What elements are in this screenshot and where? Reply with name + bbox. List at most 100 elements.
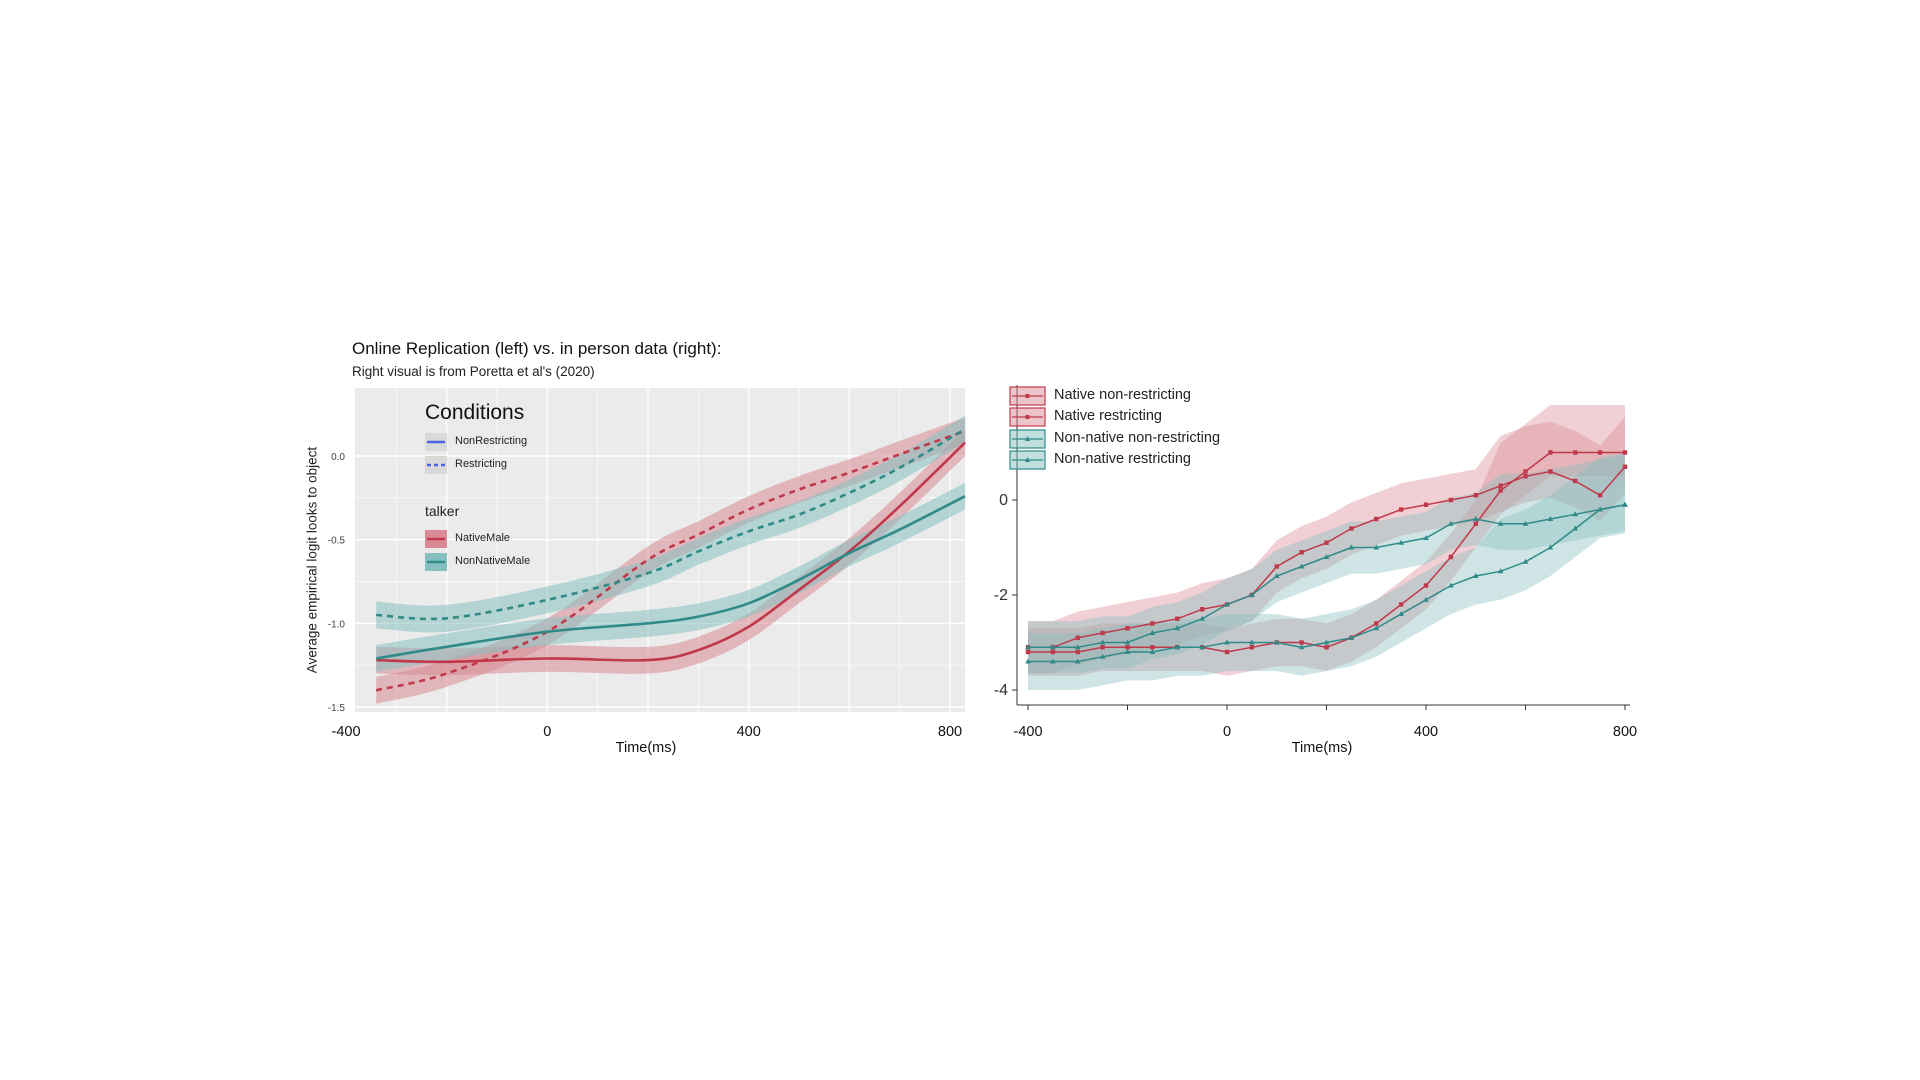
legend2-key-marker-2 [1025, 436, 1030, 441]
right-point [1149, 630, 1156, 635]
right-point [1472, 573, 1479, 578]
right-point [1224, 601, 1230, 607]
right-point [1522, 520, 1529, 526]
legend2-native-nonrestricting-label: Native non-restricting [1054, 387, 1191, 403]
right-point [1298, 644, 1305, 650]
left-band-2 [376, 482, 966, 672]
right-point [1299, 550, 1304, 555]
right-point [1498, 483, 1503, 488]
right-point [1323, 554, 1330, 559]
left-x-axis-label: Time(ms) [615, 740, 677, 756]
left-y-axis-label: Average empirical logit looks to object [304, 446, 320, 674]
right-point [1124, 639, 1131, 645]
left-y-tick-label: -1.5 [328, 703, 346, 714]
legend2-nonnative-restricting-label: Non-native restricting [1054, 451, 1191, 467]
right-point [1324, 645, 1329, 650]
right-point [1497, 568, 1504, 574]
right-point [1025, 658, 1031, 664]
right-point [1249, 639, 1255, 645]
legend-restricting-label: Restricting [455, 458, 507, 470]
left-band-3 [376, 415, 966, 633]
right-point [1573, 450, 1578, 455]
right-point [1224, 639, 1230, 645]
right-point [1298, 563, 1305, 569]
right-point [1423, 583, 1429, 588]
right-point [1199, 607, 1205, 612]
right-point [1548, 450, 1553, 455]
left-chart-ticks: 0.0 -0.5 -1.0 -1.5 -400 0 400 800 [328, 452, 962, 740]
left-series-line-2 [375, 495, 966, 660]
right-point [1597, 450, 1603, 455]
right-band-3 [1028, 452, 1625, 690]
right-point [1150, 645, 1155, 650]
right-point [1448, 520, 1454, 526]
right-point [1597, 506, 1603, 512]
right-point [1249, 592, 1255, 597]
left-chart-lines [375, 428, 967, 692]
legend2-key-marker-1 [1025, 415, 1030, 419]
right-point [1324, 540, 1329, 545]
right-x-tick-label: 400 [1414, 724, 1438, 740]
right-point [1448, 582, 1454, 588]
right-y-tick-label: -2 [994, 587, 1008, 604]
right-point [1174, 625, 1181, 631]
right-point [1448, 497, 1454, 503]
right-x-tick-label: -400 [1013, 724, 1042, 740]
right-point [1522, 558, 1529, 564]
right-x-tick-label: 800 [1613, 724, 1637, 740]
page-subtitle: Right visual is from Poretta et al's (20… [352, 364, 595, 379]
left-series-line-1 [375, 429, 966, 692]
right-chart-lines [1025, 450, 1628, 664]
right-point [1074, 658, 1081, 664]
right-point [1025, 644, 1031, 650]
right-point [1075, 649, 1080, 655]
legend-conditions-title: Conditions [425, 401, 525, 424]
right-point [1374, 621, 1379, 626]
right-point [1547, 516, 1554, 521]
right-point [1050, 658, 1056, 664]
right-point [1622, 464, 1628, 469]
page-title: Online Replication (left) vs. in person … [352, 339, 722, 358]
right-point [1050, 649, 1056, 655]
right-point [1025, 649, 1031, 655]
right-point [1299, 640, 1304, 645]
legend2-key-marker-3 [1025, 457, 1030, 462]
right-point [1125, 626, 1130, 631]
left-y-tick-label: -0.5 [328, 536, 346, 547]
right-y-tick-label: -4 [994, 682, 1008, 699]
right-point [1523, 474, 1528, 479]
legend-nativemale-label: NativeMale [455, 532, 511, 544]
right-point [1622, 450, 1628, 455]
right-point [1473, 493, 1478, 498]
right-point [1074, 644, 1081, 650]
right-point [1548, 469, 1553, 474]
right-point [1473, 521, 1478, 526]
right-point [1498, 488, 1503, 493]
legend-nonnativemale-label: NonNativeMale [455, 555, 531, 567]
legend2-native-restricting-label: Native restricting [1054, 408, 1162, 424]
right-point [1423, 535, 1429, 540]
right-point [1249, 645, 1255, 650]
right-point [1349, 526, 1354, 531]
right-point [1274, 564, 1279, 569]
legend-swatches [425, 386, 1046, 571]
right-point [1398, 539, 1404, 545]
right-point [1398, 602, 1404, 607]
right-point [1547, 544, 1554, 550]
right-point [1597, 493, 1603, 498]
right-point [1423, 596, 1429, 602]
right-point [1398, 611, 1404, 616]
right-point [1050, 644, 1056, 650]
right-y-tick-label: 0 [999, 492, 1008, 509]
right-point [1398, 507, 1404, 512]
legend2-nonnative-nonrestricting-label: Non-native non-restricting [1054, 430, 1221, 446]
left-y-tick-label: -1.0 [328, 619, 346, 630]
left-x-tick-label: 0 [543, 724, 551, 740]
right-band-1 [1028, 416, 1625, 674]
legend-nonrestricting-label: NonRestricting [455, 435, 528, 447]
right-point [1374, 516, 1379, 522]
left-y-tick-label: 0.0 [331, 452, 345, 463]
left-series-line-3 [376, 428, 966, 621]
right-point [1075, 635, 1080, 640]
